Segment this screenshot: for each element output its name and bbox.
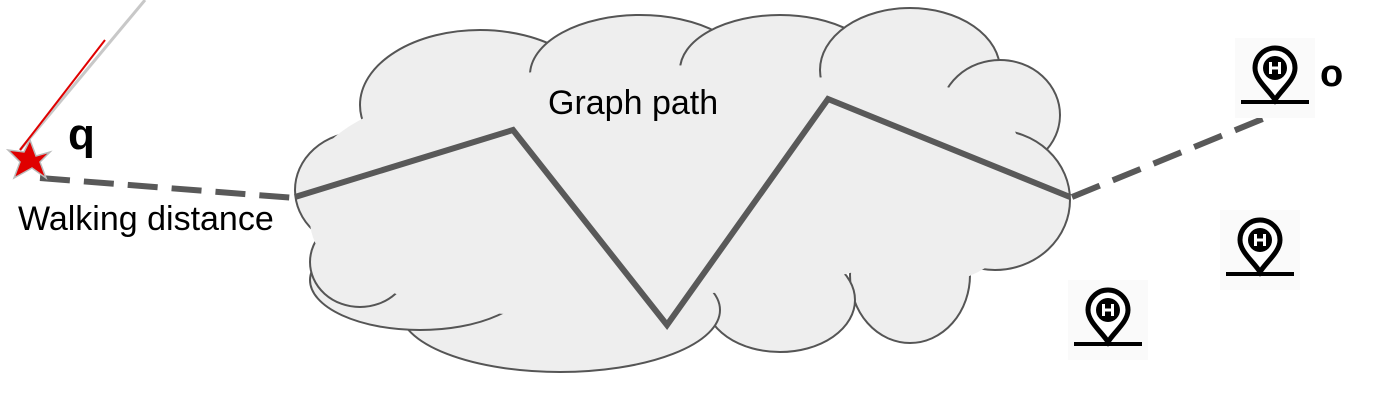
walking-distance-label: Walking distance [18,200,274,238]
graph-path-label: Graph path [548,84,719,122]
hospital-pin-icon-o [1235,38,1315,118]
walking-dashed-line-right [1070,115,1267,200]
query-point-label: q [68,110,95,159]
query-arrow [18,0,147,151]
hospital-pin-icon-middle [1220,210,1300,290]
hospital-pin-icon-lower [1068,280,1148,360]
destination-label: o [1320,53,1344,95]
cloud-shape [294,7,1071,373]
walking-dashed-line-left [39,175,296,201]
red-star-icon [5,138,53,181]
graph-path-line [294,95,1072,330]
